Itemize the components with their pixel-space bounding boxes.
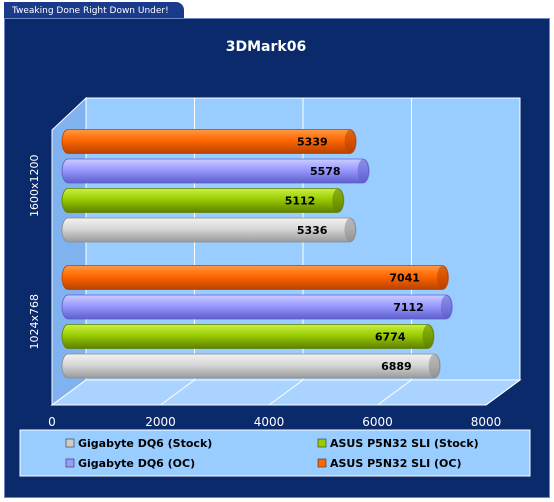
bars	[61, 129, 453, 379]
x-tick-label: 2000	[145, 415, 176, 429]
bar	[61, 353, 441, 379]
legend-item: Gigabyte DQ6 (OC)	[65, 457, 195, 470]
bar	[61, 294, 453, 320]
bar-end-cap	[440, 295, 453, 319]
bar	[61, 158, 370, 184]
legend-item: ASUS P5N32 SLI (OC)	[317, 457, 462, 470]
bar-value-label: 5339	[297, 136, 328, 149]
category-label: 1600x1200	[28, 155, 41, 218]
bar-end-cap	[422, 324, 435, 349]
bar-end-cap	[332, 188, 345, 213]
gridline-floor	[268, 379, 304, 406]
x-tick-label: 0	[48, 415, 56, 429]
bar-end-cap	[344, 218, 357, 242]
legend-item: ASUS P5N32 SLI (Stock)	[317, 437, 479, 450]
bar-value-label: 6774	[375, 331, 406, 344]
bar-value-label: 5578	[310, 165, 341, 178]
legend-swatch	[65, 458, 75, 468]
gridline-floor	[160, 379, 195, 406]
bar-end-cap	[428, 354, 441, 378]
bar-end-cap	[357, 159, 370, 183]
legend-swatch	[317, 458, 327, 468]
bar-value-label: 7112	[393, 301, 424, 314]
bar	[61, 265, 449, 290]
legend-swatch	[65, 438, 75, 448]
bar-value-label: 7041	[389, 272, 420, 285]
x-axis-ticks: 0 2000 4000 6000 8000	[48, 415, 501, 429]
x-tick-label: 6000	[362, 415, 393, 429]
x-tick-label: 8000	[471, 415, 502, 429]
legend-label: ASUS P5N32 SLI (Stock)	[330, 437, 479, 450]
category-labels: 1600x1200 1024x768	[28, 155, 41, 350]
legend-label: Gigabyte DQ6 (OC)	[78, 457, 195, 470]
legend-box	[19, 429, 531, 477]
legend-item: Gigabyte DQ6 (Stock)	[65, 437, 212, 450]
value-labels: 5339 5578 5112 5336 7041 7112 6774 6889	[285, 136, 424, 374]
bar	[61, 324, 435, 349]
gridline-floor	[485, 379, 521, 406]
chart-title: 3DMark06	[226, 39, 306, 55]
legend-swatch	[317, 438, 327, 448]
bar	[61, 129, 357, 154]
gridline-floor	[377, 379, 412, 406]
bar-end-cap	[436, 265, 449, 290]
bar-value-label: 5336	[297, 224, 328, 237]
bar	[61, 217, 357, 243]
bar-value-label: 6889	[381, 360, 412, 373]
bar	[61, 188, 345, 213]
legend: Gigabyte DQ6 (Stock) ASUS P5N32 SLI (Stoc…	[65, 437, 479, 470]
category-label: 1024x768	[28, 294, 41, 350]
site-tagline-tab: Tweaking Done Right Down Under!	[4, 2, 184, 20]
x-tick-label: 4000	[254, 415, 285, 429]
legend-label: ASUS P5N32 SLI (OC)	[330, 457, 462, 470]
tagline-text: Tweaking Done Right Down Under!	[12, 6, 169, 16]
bar-end-cap	[344, 129, 357, 154]
legend-label: Gigabyte DQ6 (Stock)	[78, 437, 212, 450]
bar-value-label: 5112	[285, 195, 316, 208]
